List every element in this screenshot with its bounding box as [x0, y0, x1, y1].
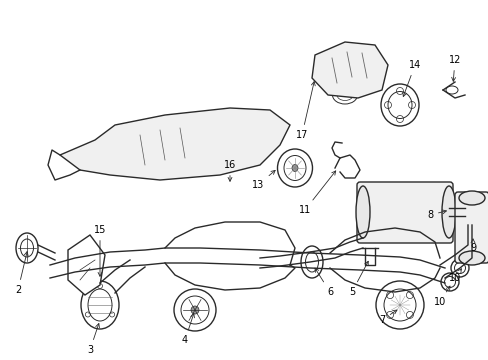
Ellipse shape	[213, 133, 217, 137]
Ellipse shape	[16, 233, 38, 263]
Text: 17: 17	[295, 82, 315, 140]
Ellipse shape	[301, 246, 323, 278]
Polygon shape	[311, 42, 387, 98]
FancyBboxPatch shape	[356, 182, 452, 243]
Ellipse shape	[380, 84, 418, 126]
Polygon shape	[60, 108, 289, 180]
Ellipse shape	[375, 281, 423, 329]
Ellipse shape	[445, 86, 457, 94]
Text: 14: 14	[402, 60, 420, 96]
Text: 8: 8	[426, 210, 446, 220]
Ellipse shape	[450, 259, 468, 277]
Ellipse shape	[458, 251, 484, 265]
Text: 12: 12	[448, 55, 460, 81]
FancyBboxPatch shape	[454, 192, 488, 263]
Text: 7: 7	[378, 310, 396, 325]
Ellipse shape	[441, 186, 455, 238]
Ellipse shape	[191, 306, 199, 314]
Text: 2: 2	[15, 252, 28, 295]
Ellipse shape	[227, 130, 231, 134]
Ellipse shape	[174, 289, 216, 331]
Text: 10: 10	[433, 286, 449, 307]
Text: 5: 5	[348, 261, 367, 297]
Text: 15: 15	[94, 225, 106, 276]
Text: 1: 1	[0, 359, 1, 360]
Text: 10: 10	[448, 269, 461, 283]
Ellipse shape	[277, 149, 312, 187]
Ellipse shape	[440, 273, 458, 291]
Ellipse shape	[458, 191, 484, 205]
Ellipse shape	[81, 281, 119, 329]
Text: 13: 13	[251, 170, 275, 190]
Text: 11: 11	[298, 171, 335, 215]
Ellipse shape	[332, 86, 357, 104]
Text: 3: 3	[87, 324, 99, 355]
Text: 16: 16	[224, 160, 236, 181]
Text: 4: 4	[182, 314, 194, 345]
Ellipse shape	[291, 165, 297, 171]
Polygon shape	[68, 235, 105, 295]
Ellipse shape	[355, 186, 369, 238]
Text: 9: 9	[469, 239, 475, 253]
Text: 6: 6	[314, 268, 332, 297]
Ellipse shape	[238, 133, 242, 137]
